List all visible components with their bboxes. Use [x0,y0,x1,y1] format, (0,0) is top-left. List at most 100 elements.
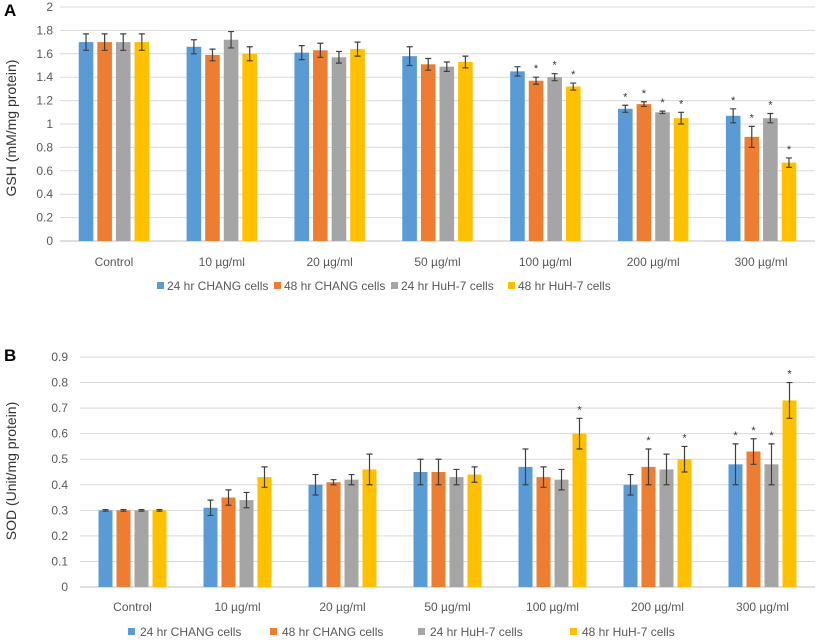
error-bar [663,453,670,486]
category-label: 10 µg/ml [199,255,245,269]
error-bar [317,42,324,58]
bar [554,479,569,587]
error-bar [425,57,432,71]
bar [402,56,417,241]
error-bar [138,508,145,512]
y-tick-label: 0.7 [51,401,68,415]
bar [636,104,652,241]
bar [458,61,473,241]
legend-label: 24 hr HuH-7 cells [401,279,494,293]
error-bar [261,466,268,488]
bar [326,482,341,587]
bar [618,108,633,241]
y-tick-label: 0.6 [51,427,68,441]
bar [449,477,464,587]
panel-b-label: B [4,346,16,365]
bar [467,474,482,587]
error-bar [748,125,755,148]
error-bar [354,41,361,57]
error-bar [540,466,547,488]
bar [294,52,310,241]
error-bar [462,55,469,69]
bar [725,115,741,241]
y-tick-label: 0.2 [51,529,68,543]
bar [746,451,761,587]
error-bar [120,508,127,512]
y-tick-label: 0.9 [51,350,68,364]
bar [205,54,220,241]
legend-label: 24 hr HuH-7 cells [430,625,523,639]
legend-label: 48 hr CHANG cells [284,279,385,293]
significance-marker: * [682,432,687,444]
bar [308,484,323,587]
legend-swatch [128,628,135,635]
bar [350,49,365,242]
error-bar [681,445,688,473]
panel-a-label: A [4,1,16,20]
significance-marker: * [646,435,651,447]
bar [257,477,272,587]
bar [623,484,638,587]
bar [78,42,94,241]
bar [782,400,797,587]
error-bar [732,443,739,486]
y-tick-label: 1.2 [36,94,53,108]
error-bar [558,468,565,491]
panel-b-y-axis-title: SOD (Unit/mg protein) [3,402,19,540]
bar [116,510,131,587]
bar [242,53,257,241]
bar [344,479,359,587]
bar [413,472,428,587]
bar [673,118,689,241]
bar [115,42,131,241]
bar [313,50,328,241]
legend-label: 48 hr HuH-7 cells [518,279,611,293]
error-bar [453,468,460,486]
error-bar [622,104,629,113]
y-tick-label: 1.4 [36,70,53,84]
category-label: 50 µg/ml [424,600,470,614]
significance-marker: * [660,97,665,109]
bar [744,136,760,241]
category-label: 100 µg/ml [526,600,579,614]
y-tick-label: 0.3 [51,503,68,517]
bar [547,77,562,241]
legend-swatch [270,628,277,635]
panel-b-sod-chart: B SOD (Unit/mg protein) 0 0.1 0.2 0.3 0.4 0.5… [3,346,815,639]
significance-marker: * [751,425,756,437]
bar [152,510,167,587]
bar [655,112,670,241]
legend-swatch [391,282,398,289]
significance-marker: * [787,369,792,381]
error-bar [348,473,355,486]
bar [536,477,551,587]
bar [764,464,779,587]
error-bar [298,45,305,61]
error-bar [678,111,685,125]
significance-marker: * [577,404,582,416]
bar [677,459,692,587]
error-bar [570,82,577,91]
error-bar [522,448,529,486]
y-tick-label: 0.1 [51,554,68,568]
error-bar [514,66,521,77]
y-tick-label: 0.6 [36,164,53,178]
bar [781,162,797,241]
y-tick-label: 2 [46,0,53,14]
significance-marker: * [733,430,738,442]
error-bar [207,499,214,517]
error-bar [730,108,737,124]
category-label: Control [113,600,152,614]
error-bar [435,458,442,486]
bar [431,472,446,587]
significance-marker: * [750,112,755,124]
y-tick-label: 0 [46,234,53,248]
error-bar [640,101,647,108]
category-label: 200 µg/ml [627,255,680,269]
bar [203,507,218,587]
error-bar [156,508,163,512]
error-bar [659,110,666,115]
significance-marker: * [534,63,539,75]
y-tick-label: 0.8 [36,140,53,154]
